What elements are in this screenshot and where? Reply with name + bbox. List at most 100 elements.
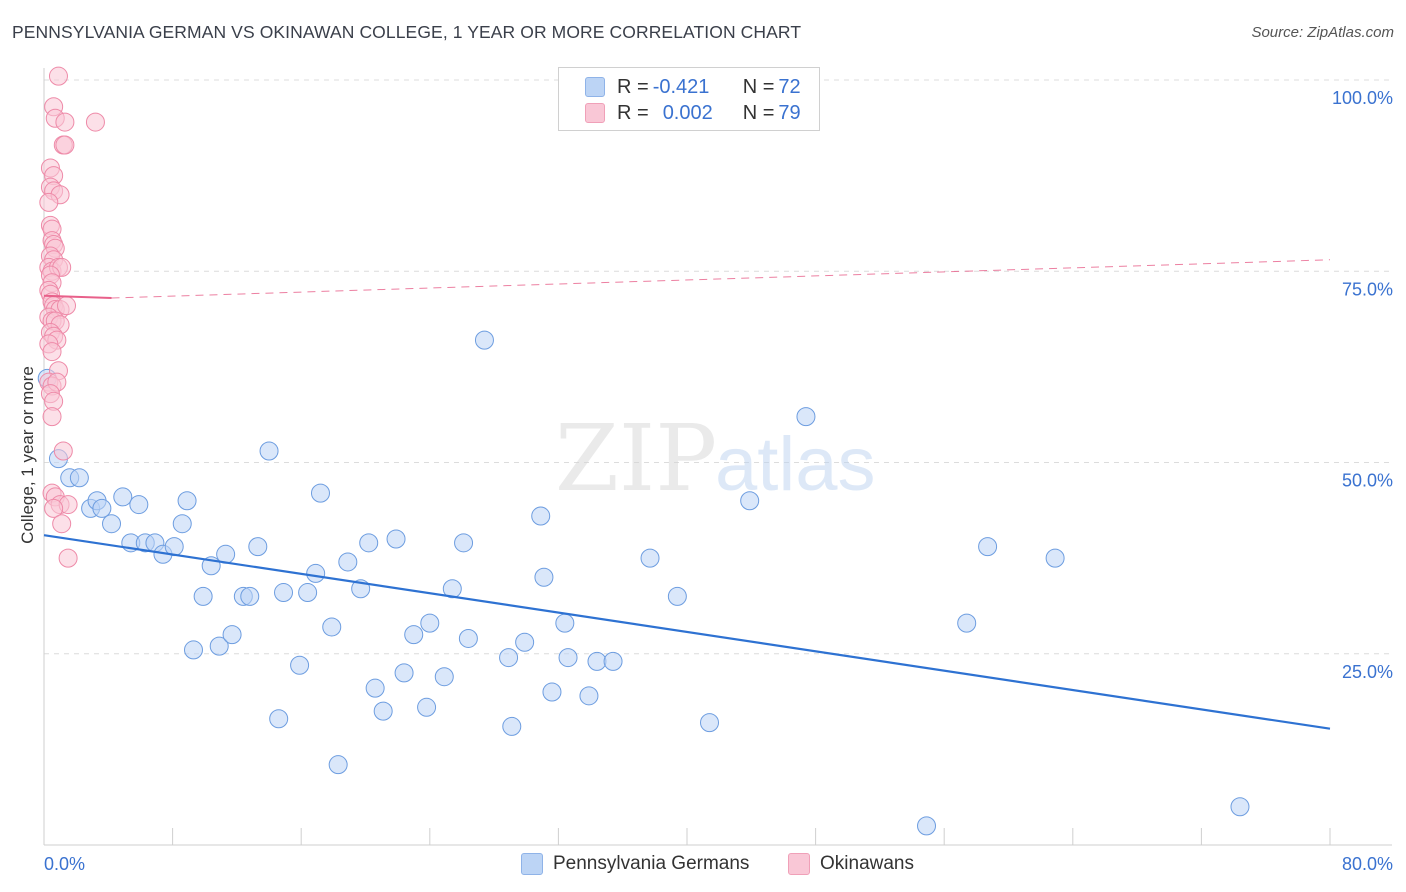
- data-point: [42, 407, 62, 427]
- y-tick-label: 25.0%: [1342, 662, 1393, 682]
- axes: [43, 68, 1392, 846]
- legend-n-value: 79: [778, 101, 801, 124]
- data-point: [458, 628, 478, 648]
- data-point: [42, 342, 62, 362]
- data-point: [978, 537, 998, 557]
- data-point: [55, 112, 75, 132]
- data-point: [434, 667, 454, 687]
- trend-lines: [43, 259, 1331, 730]
- bottom-legend-label: Pennsylvania Germans: [553, 853, 750, 874]
- data-point: [338, 552, 358, 572]
- data-point: [740, 491, 760, 511]
- data-point: [102, 514, 122, 534]
- x-tick-label: 0.0%: [44, 854, 85, 874]
- data-point: [290, 655, 310, 675]
- data-point: [92, 498, 112, 518]
- data-point: [183, 640, 203, 660]
- data-point: [39, 192, 59, 212]
- data-point: [603, 651, 623, 671]
- data-point: [499, 648, 519, 668]
- bottom-legend-okinawans: Okinawans: [788, 852, 914, 876]
- legend-n-label: N =: [742, 75, 775, 98]
- data-point: [502, 716, 522, 736]
- data-point: [209, 636, 229, 656]
- series-pennsylvania-germans: [37, 330, 1250, 836]
- data-point: [44, 498, 64, 518]
- data-point: [129, 495, 149, 515]
- legend-r-value: 0.002: [662, 101, 713, 124]
- legend-n-value: 72: [778, 75, 801, 98]
- data-point: [555, 613, 575, 633]
- data-point: [474, 330, 494, 350]
- data-point: [193, 586, 213, 606]
- legend-swatch-pink: [585, 103, 605, 123]
- bottom-legend-swatch-blue: [521, 853, 543, 875]
- data-point: [558, 648, 578, 668]
- bottom-legend-pennsylvania-germans: Pennsylvania Germans: [521, 852, 749, 876]
- data-point: [373, 701, 393, 721]
- data-point: [420, 613, 440, 633]
- data-point: [454, 533, 474, 553]
- legend-row-okinawans: R = 0.002 N = 79: [585, 100, 801, 126]
- data-point: [587, 651, 607, 671]
- data-point: [404, 625, 424, 645]
- series-okinawans: [39, 66, 105, 568]
- legend-r-value: -0.421: [652, 75, 710, 98]
- legend-row-pennsylvania-germans: R = -0.421 N = 72: [585, 74, 801, 100]
- data-point: [240, 586, 260, 606]
- trend-line-pennsylvania-germans: [43, 534, 1331, 730]
- source-label: Source: ZipAtlas.com: [1251, 24, 1394, 41]
- data-point: [52, 514, 72, 534]
- data-point: [69, 468, 89, 488]
- legend-n-label: N =: [742, 101, 775, 124]
- chart-title: PENNSYLVANIA GERMAN VS OKINAWAN COLLEGE,…: [12, 22, 802, 42]
- watermark-zip: ZIP: [555, 405, 717, 512]
- bottom-legend-swatch-pink: [788, 853, 810, 875]
- trend-line-okinawans-solid: [43, 294, 112, 300]
- data-point: [85, 112, 105, 132]
- data-point: [248, 537, 268, 557]
- data-point: [394, 663, 414, 683]
- data-point: [917, 816, 937, 836]
- y-tick-label: 100.0%: [1332, 88, 1393, 108]
- data-point: [328, 755, 348, 775]
- trend-line-okinawans-dashed: [111, 259, 1331, 299]
- data-point: [259, 441, 279, 461]
- data-point: [1230, 797, 1250, 817]
- legend-r-label: R =: [617, 75, 649, 98]
- data-point: [177, 491, 197, 511]
- data-point: [579, 686, 599, 706]
- data-point: [172, 514, 192, 534]
- data-point: [365, 678, 385, 698]
- y-axis-label: College, 1 year or more: [18, 366, 37, 544]
- data-point: [298, 583, 318, 603]
- data-point: [310, 483, 330, 503]
- legend-swatch-blue: [585, 77, 605, 97]
- data-point: [55, 135, 75, 155]
- data-point: [515, 632, 535, 652]
- legend-r-label: R =: [617, 101, 649, 124]
- watermark-atlas: atlas: [715, 422, 876, 507]
- data-point: [796, 407, 816, 427]
- data-point: [534, 567, 554, 587]
- data-point: [417, 697, 437, 717]
- data-point: [274, 583, 294, 603]
- data-point: [531, 506, 551, 526]
- tick-labels: 100.0% 75.0% 50.0% 25.0% 0.0% 80.0%: [44, 88, 1393, 874]
- data-point: [113, 487, 133, 507]
- data-point: [640, 548, 660, 568]
- data-point: [269, 709, 289, 729]
- data-point: [306, 563, 326, 583]
- data-point: [667, 586, 687, 606]
- data-point: [222, 625, 242, 645]
- data-point: [48, 66, 68, 86]
- y-tick-label: 75.0%: [1342, 279, 1393, 299]
- data-point: [359, 533, 379, 553]
- grid-lines: [44, 79, 1392, 655]
- data-point: [957, 613, 977, 633]
- y-tick-label: 50.0%: [1342, 471, 1393, 491]
- bottom-legend-label: Okinawans: [820, 853, 914, 874]
- data-point: [58, 548, 78, 568]
- data-point: [322, 617, 342, 637]
- correlation-legend: R = -0.421 N = 72 R = 0.002 N = 79: [558, 67, 820, 131]
